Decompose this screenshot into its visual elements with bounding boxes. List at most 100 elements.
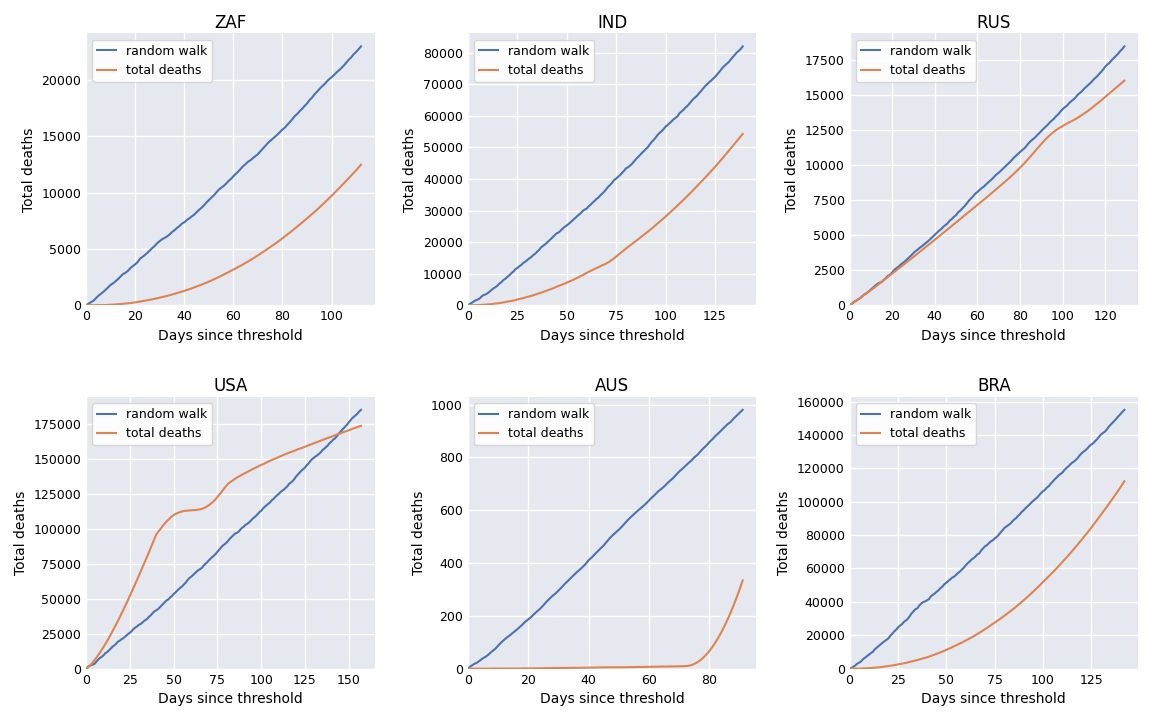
random walk (107, 642, 121, 650)
Line: random walk: random walk (468, 410, 743, 669)
random walk (992, 168, 1006, 177)
total deaths (955, 639, 969, 647)
Line: random walk: random walk (86, 46, 361, 305)
Line: random walk: random walk (468, 46, 743, 305)
total deaths (842, 665, 856, 673)
random walk (866, 647, 880, 656)
random walk (1094, 68, 1108, 76)
total deaths (179, 506, 192, 515)
total deaths (461, 301, 475, 310)
random walk (732, 47, 745, 55)
Legend: random walk, total deaths: random walk, total deaths (856, 403, 976, 446)
total deaths (79, 665, 93, 673)
random walk (354, 405, 367, 414)
random walk (736, 405, 750, 414)
total deaths (679, 662, 692, 670)
Y-axis label: Total deaths: Total deaths (411, 490, 425, 575)
total deaths (167, 289, 181, 298)
random walk (308, 90, 321, 99)
X-axis label: Days since threshold: Days since threshold (158, 328, 303, 343)
total deaths (1039, 135, 1053, 143)
random walk (179, 578, 192, 587)
total deaths (732, 135, 745, 143)
Line: total deaths: total deaths (468, 134, 743, 305)
total deaths (1117, 76, 1131, 85)
random walk (955, 565, 969, 574)
Line: total deaths: total deaths (849, 481, 1124, 669)
total deaths (127, 584, 141, 593)
Legend: random walk, total deaths: random walk, total deaths (92, 40, 212, 82)
random walk (89, 294, 103, 302)
total deaths (488, 300, 502, 308)
total deaths (89, 301, 103, 310)
Title: BRA: BRA (977, 377, 1010, 395)
total deaths (856, 292, 870, 301)
random walk (510, 264, 524, 272)
random walk (736, 42, 750, 50)
random walk (856, 292, 870, 300)
random walk (964, 555, 978, 564)
random walk (1039, 122, 1053, 131)
total deaths (690, 658, 704, 667)
random walk (682, 459, 696, 467)
random walk (1117, 42, 1131, 50)
total deaths (354, 421, 367, 430)
total deaths (477, 300, 491, 309)
random walk (228, 529, 242, 538)
total deaths (228, 474, 242, 483)
random walk (842, 301, 856, 310)
random walk (86, 297, 100, 305)
Legend: random walk, total deaths: random walk, total deaths (475, 403, 594, 446)
Y-axis label: Total deaths: Total deaths (778, 490, 791, 575)
Line: total deaths: total deaths (86, 165, 361, 305)
Legend: random walk, total deaths: random walk, total deaths (92, 403, 212, 446)
X-axis label: Days since threshold: Days since threshold (158, 692, 303, 706)
total deaths (461, 665, 475, 673)
X-axis label: Days since threshold: Days since threshold (922, 692, 1067, 706)
total deaths (915, 654, 929, 663)
total deaths (333, 429, 347, 438)
random walk (488, 283, 502, 292)
total deaths (79, 301, 93, 310)
total deaths (268, 454, 282, 463)
total deaths (866, 664, 880, 672)
random walk (354, 42, 367, 50)
total deaths (334, 181, 348, 190)
total deaths (664, 662, 677, 671)
random walk (333, 428, 347, 436)
random walk (679, 462, 692, 470)
random walk (842, 665, 856, 673)
X-axis label: Days since threshold: Days since threshold (540, 328, 684, 343)
Y-axis label: Total deaths: Total deaths (786, 127, 799, 212)
Line: total deaths: total deaths (849, 81, 1124, 305)
random walk (471, 295, 485, 304)
total deaths (964, 633, 978, 642)
random walk (268, 492, 282, 501)
total deaths (286, 226, 300, 235)
total deaths (1083, 105, 1097, 114)
total deaths (992, 183, 1006, 192)
random walk (286, 115, 300, 124)
Line: random walk: random walk (849, 410, 1124, 669)
Title: IND: IND (597, 14, 628, 32)
total deaths (624, 663, 638, 672)
total deaths (510, 295, 524, 304)
total deaths (471, 301, 485, 310)
total deaths (1094, 96, 1108, 105)
random walk (79, 665, 93, 673)
random walk (935, 582, 949, 591)
random walk (1117, 405, 1131, 414)
total deaths (1075, 111, 1089, 120)
Y-axis label: Total deaths: Total deaths (22, 127, 36, 212)
total deaths (842, 301, 856, 310)
Title: ZAF: ZAF (214, 14, 247, 32)
random walk (461, 301, 475, 310)
total deaths (736, 130, 750, 138)
total deaths (354, 161, 367, 169)
random walk (664, 476, 677, 485)
total deaths (107, 624, 121, 632)
random walk (598, 187, 612, 196)
Title: USA: USA (213, 377, 248, 395)
random walk (461, 665, 475, 673)
total deaths (682, 662, 696, 670)
